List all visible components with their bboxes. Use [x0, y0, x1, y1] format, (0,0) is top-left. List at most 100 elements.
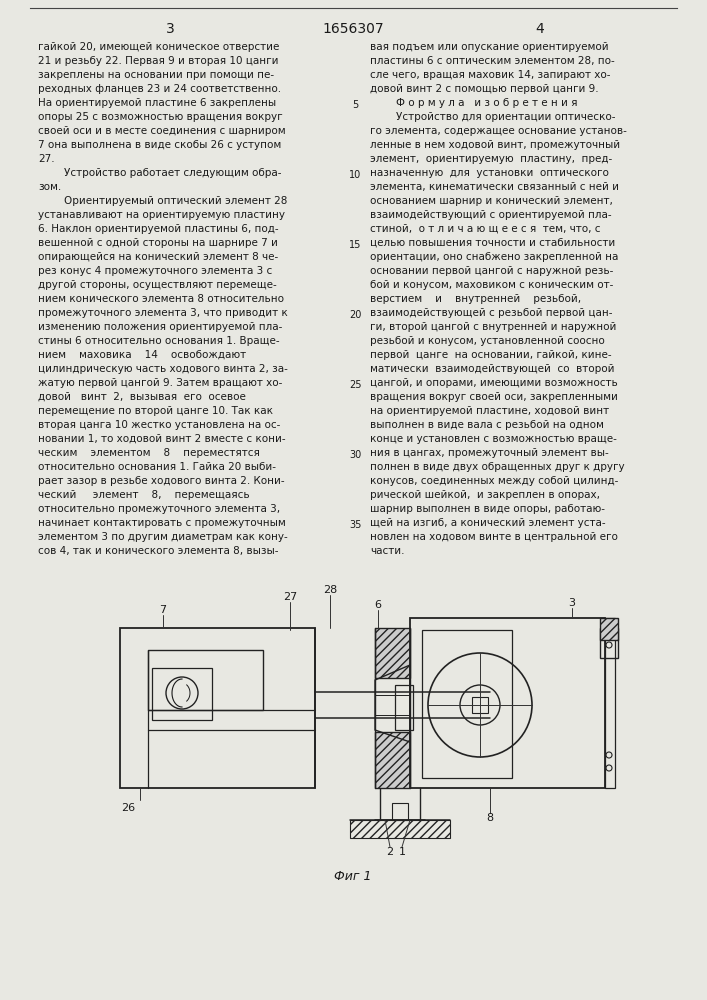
Text: Устройство для ориентации оптическо-: Устройство для ориентации оптическо-	[370, 112, 616, 122]
Text: 28: 28	[323, 585, 337, 595]
Text: элемента, кинематически связанный с ней и: элемента, кинематически связанный с ней …	[370, 182, 619, 192]
Text: Устройство работает следующим обра-: Устройство работает следующим обра-	[38, 168, 281, 178]
Text: основании первой цангой с наружной резь-: основании первой цангой с наружной резь-	[370, 266, 614, 276]
Text: рез конус 4 промежуточного элемента 3 с: рез конус 4 промежуточного элемента 3 с	[38, 266, 272, 276]
Text: стиной,  о т л и ч а ю щ е е с я  тем, что, с: стиной, о т л и ч а ю щ е е с я тем, что…	[370, 224, 600, 234]
Text: На ориентируемой пластине 6 закреплены: На ориентируемой пластине 6 закреплены	[38, 98, 276, 108]
Text: 3: 3	[165, 22, 175, 36]
Text: элементом 3 по другим диаметрам как кону-: элементом 3 по другим диаметрам как кону…	[38, 532, 288, 542]
Bar	[120, 628, 315, 788]
Text: 2: 2	[387, 847, 394, 857]
Text: 1656307: 1656307	[322, 22, 384, 36]
Text: вешенной с одной стороны на шарнире 7 и: вешенной с одной стороны на шарнире 7 и	[38, 238, 278, 248]
Bar	[605, 618, 615, 788]
Text: выполнен в виде вала с резьбой на одном: выполнен в виде вала с резьбой на одном	[370, 420, 604, 430]
Text: сов 4, так и конического элемента 8, вызы-: сов 4, так и конического элемента 8, выз…	[38, 546, 279, 556]
Text: на ориентируемой пластине, ходовой винт: на ориентируемой пластине, ходовой винт	[370, 406, 609, 416]
Text: цилиндрическую часть ходового винта 2, за-: цилиндрическую часть ходового винта 2, з…	[38, 364, 288, 374]
Text: 15: 15	[349, 240, 361, 250]
Text: 21 и резьбу 22. Первая 9 и вторая 10 цанги: 21 и резьбу 22. Первая 9 и вторая 10 цан…	[38, 56, 279, 66]
Text: резьбой и конусом, установленной соосно: резьбой и конусом, установленной соосно	[370, 336, 604, 346]
Text: шарнир выполнен в виде опоры, работаю-: шарнир выполнен в виде опоры, работаю-	[370, 504, 605, 514]
Bar	[422, 630, 512, 778]
Text: вторая цанга 10 жестко установлена на ос-: вторая цанга 10 жестко установлена на ос…	[38, 420, 281, 430]
Text: реходных фланцев 23 и 24 соответственно.: реходных фланцев 23 и 24 соответственно.	[38, 84, 281, 94]
Text: конусов, соединенных между собой цилинд-: конусов, соединенных между собой цилинд-	[370, 476, 619, 486]
Text: 5: 5	[352, 100, 358, 110]
Text: нием конического элемента 8 относительно: нием конического элемента 8 относительно	[38, 294, 284, 304]
Text: относительно основания 1. Гайка 20 выби-: относительно основания 1. Гайка 20 выби-	[38, 462, 276, 472]
Text: назначенную  для  установки  оптического: назначенную для установки оптического	[370, 168, 609, 178]
Text: полнен в виде двух обращенных друг к другу: полнен в виде двух обращенных друг к дру…	[370, 462, 624, 472]
Text: щей на изгиб, а конический элемент уста-: щей на изгиб, а конический элемент уста-	[370, 518, 606, 528]
Text: верстием    и    внутренней    резьбой,: верстием и внутренней резьбой,	[370, 294, 581, 304]
Text: 30: 30	[349, 450, 361, 460]
Text: изменению положения ориентируемой пла-: изменению положения ориентируемой пла-	[38, 322, 282, 332]
Text: ленные в нем ходовой винт, промежуточный: ленные в нем ходовой винт, промежуточный	[370, 140, 620, 150]
Text: матически  взаимодействующей  со  второй: матически взаимодействующей со второй	[370, 364, 614, 374]
Text: 6: 6	[375, 600, 382, 610]
Text: устанавливают на ориентируемую пластину: устанавливают на ориентируемую пластину	[38, 210, 285, 220]
Text: сле чего, вращая маховик 14, запирают хо-: сле чего, вращая маховик 14, запирают хо…	[370, 70, 611, 80]
Bar	[395, 685, 413, 730]
Text: ния в цангах, промежуточный элемент вы-: ния в цангах, промежуточный элемент вы-	[370, 448, 609, 458]
Text: ческий     элемент    8,    перемещаясь: ческий элемент 8, перемещаясь	[38, 490, 250, 500]
Text: ческим    элементом    8    переместятся: ческим элементом 8 переместятся	[38, 448, 260, 458]
Text: вращения вокруг своей оси, закрепленными: вращения вокруг своей оси, закрепленными	[370, 392, 618, 402]
Text: Ф о р м у л а   и з о б р е т е н и я: Ф о р м у л а и з о б р е т е н и я	[370, 98, 578, 108]
Text: 3: 3	[568, 598, 575, 608]
Text: промежуточного элемента 3, что приводит к: промежуточного элемента 3, что приводит …	[38, 308, 288, 318]
Text: цангой, и опорами, имеющими возможность: цангой, и опорами, имеющими возможность	[370, 378, 618, 388]
Text: зом.: зом.	[38, 182, 62, 192]
Text: гайкой 20, имеющей коническое отверстие: гайкой 20, имеющей коническое отверстие	[38, 42, 279, 52]
Text: 7 она выполнена в виде скобы 26 с уступом: 7 она выполнена в виде скобы 26 с уступо…	[38, 140, 281, 150]
Text: первой  цанге  на основании, гайкой, кине-: первой цанге на основании, гайкой, кине-	[370, 350, 612, 360]
Text: довой винт 2 с помощью первой цанги 9.: довой винт 2 с помощью первой цанги 9.	[370, 84, 599, 94]
Text: нием    маховика    14    освобождают: нием маховика 14 освобождают	[38, 350, 246, 360]
Text: новании 1, то ходовой винт 2 вместе с кони-: новании 1, то ходовой винт 2 вместе с ко…	[38, 434, 286, 444]
Text: Ориентируемый оптический элемент 28: Ориентируемый оптический элемент 28	[38, 196, 287, 206]
Text: Фиг 1: Фиг 1	[334, 870, 372, 883]
Bar	[152, 668, 212, 720]
Bar	[148, 650, 263, 710]
Text: рической шейкой,  и закреплен в опорах,: рической шейкой, и закреплен в опорах,	[370, 490, 600, 500]
Bar	[375, 628, 410, 678]
Bar	[600, 618, 618, 640]
Text: основанием шарнир и конический элемент,: основанием шарнир и конический элемент,	[370, 196, 613, 206]
Text: бой и конусом, маховиком с коническим от-: бой и конусом, маховиком с коническим от…	[370, 280, 614, 290]
Text: своей оси и в месте соединения с шарниром: своей оси и в месте соединения с шарниро…	[38, 126, 286, 136]
Text: вая подъем или опускание ориентируемой: вая подъем или опускание ориентируемой	[370, 42, 609, 52]
Text: стины 6 относительно основания 1. Враще-: стины 6 относительно основания 1. Враще-	[38, 336, 280, 346]
Text: 6. Наклон ориентируемой пластины 6, под-: 6. Наклон ориентируемой пластины 6, под-	[38, 224, 279, 234]
Text: другой стороны, осуществляют перемеще-: другой стороны, осуществляют перемеще-	[38, 280, 276, 290]
Bar	[600, 628, 618, 658]
Text: новлен на ходовом винте в центральной его: новлен на ходовом винте в центральной ег…	[370, 532, 618, 542]
Text: целью повышения точности и стабильности: целью повышения точности и стабильности	[370, 238, 615, 248]
Text: 7: 7	[160, 605, 167, 615]
Text: рает зазор в резьбе ходового винта 2. Кони-: рает зазор в резьбе ходового винта 2. Ко…	[38, 476, 285, 486]
Text: части.: части.	[370, 546, 404, 556]
Text: ги, второй цангой с внутренней и наружной: ги, второй цангой с внутренней и наружно…	[370, 322, 617, 332]
Text: 27: 27	[283, 592, 297, 602]
Text: 27.: 27.	[38, 154, 54, 164]
Text: ориентации, оно снабжено закрепленной на: ориентации, оно снабжено закрепленной на	[370, 252, 619, 262]
Text: 25: 25	[349, 380, 361, 390]
Text: опирающейся на конический элемент 8 че-: опирающейся на конический элемент 8 че-	[38, 252, 279, 262]
Text: 35: 35	[349, 520, 361, 530]
Text: го элемента, содержащее основание установ-: го элемента, содержащее основание устано…	[370, 126, 627, 136]
Text: закреплены на основании при помощи пе-: закреплены на основании при помощи пе-	[38, 70, 274, 80]
Text: жатую первой цангой 9. Затем вращают хо-: жатую первой цангой 9. Затем вращают хо-	[38, 378, 282, 388]
Text: 26: 26	[121, 803, 135, 813]
Text: 20: 20	[349, 310, 361, 320]
Text: взаимодействующей с резьбой первой цан-: взаимодействующей с резьбой первой цан-	[370, 308, 612, 318]
Text: 10: 10	[349, 170, 361, 180]
Text: перемещение по второй цанге 10. Так как: перемещение по второй цанге 10. Так как	[38, 406, 273, 416]
Bar	[472, 697, 488, 713]
Text: довой   винт  2,  вызывая  его  осевое: довой винт 2, вызывая его осевое	[38, 392, 246, 402]
Text: 8: 8	[486, 813, 493, 823]
Text: 1: 1	[399, 847, 406, 857]
Text: опоры 25 с возможностью вращения вокруг: опоры 25 с возможностью вращения вокруг	[38, 112, 283, 122]
Text: начинает контактировать с промежуточным: начинает контактировать с промежуточным	[38, 518, 286, 528]
Text: конце и установлен с возможностью враще-: конце и установлен с возможностью враще-	[370, 434, 617, 444]
Bar	[410, 618, 605, 788]
